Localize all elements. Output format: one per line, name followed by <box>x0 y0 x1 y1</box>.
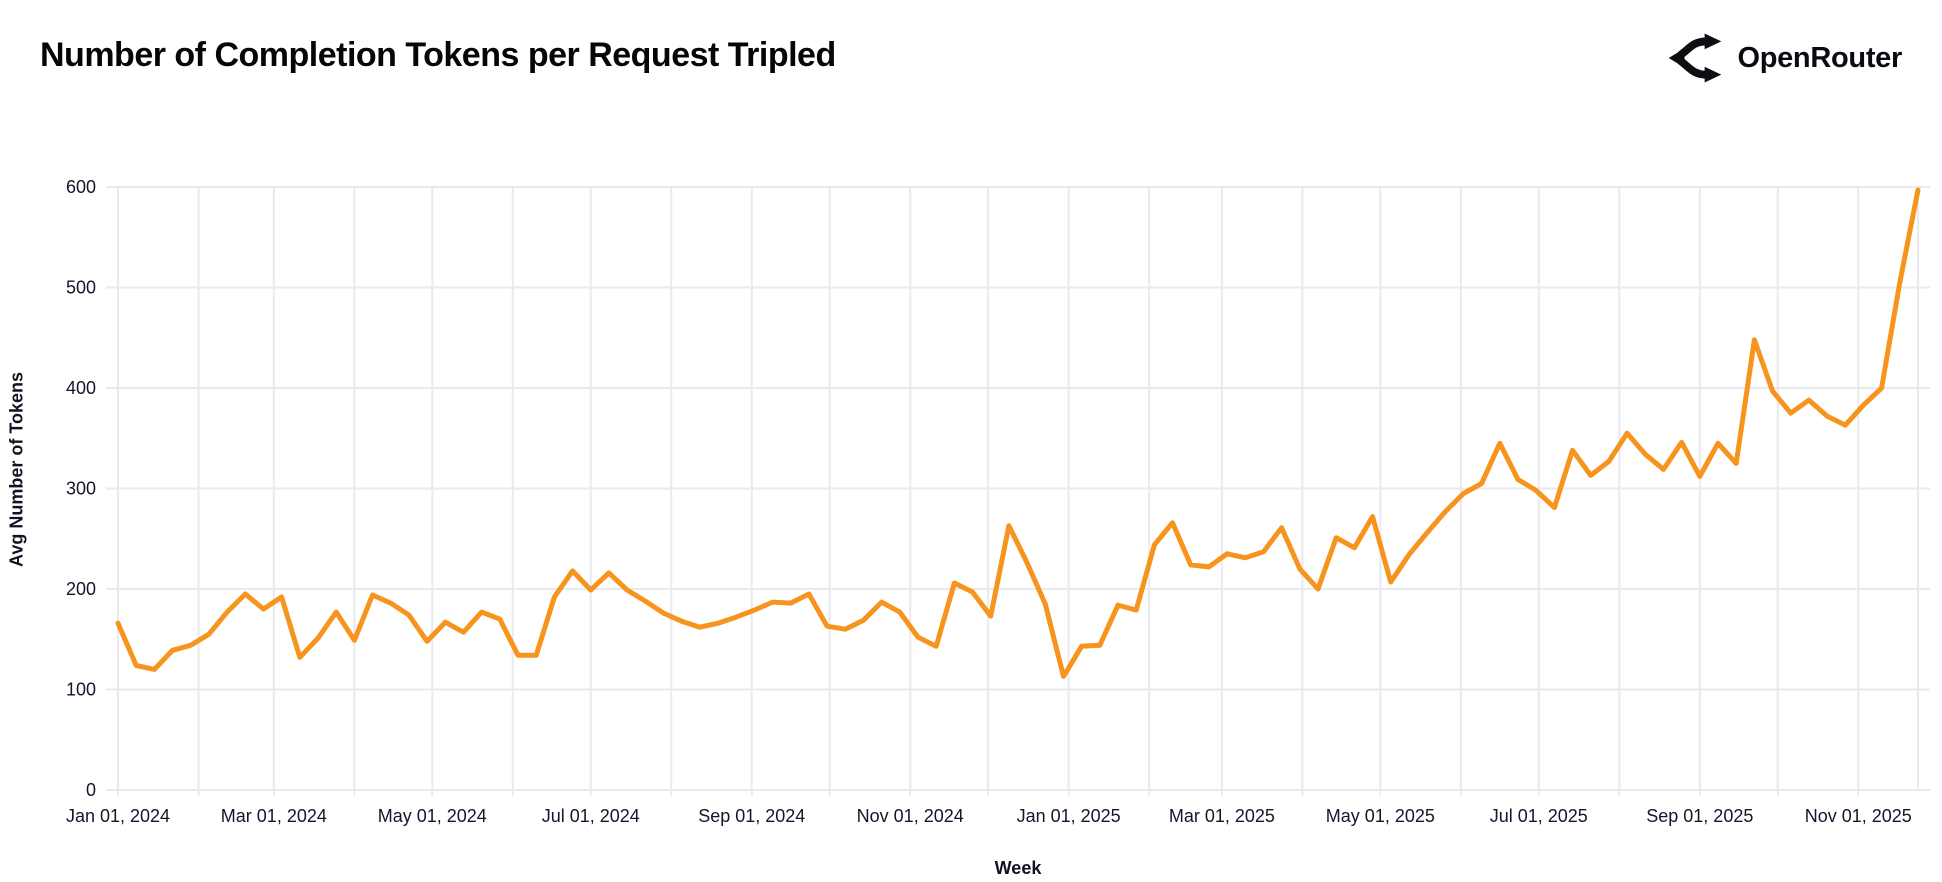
y-tick-label: 200 <box>66 579 96 599</box>
header: Number of Completion Tokens per Request … <box>0 0 1942 110</box>
x-tick-label: Nov 01, 2024 <box>857 806 964 826</box>
x-tick-label: Mar 01, 2024 <box>221 806 327 826</box>
brand-name: OpenRouter <box>1737 41 1902 74</box>
x-tick-label: Mar 01, 2025 <box>1169 806 1275 826</box>
x-tick-label: Sep 01, 2025 <box>1646 806 1753 826</box>
y-tick-label: 100 <box>66 680 96 700</box>
x-tick-label: May 01, 2024 <box>378 806 487 826</box>
data-line <box>115 187 1921 679</box>
page-title: Number of Completion Tokens per Request … <box>40 36 836 74</box>
x-tick-label: Jan 01, 2025 <box>1017 806 1121 826</box>
y-tick-label: 300 <box>66 479 96 499</box>
x-tick-label: Jan 01, 2024 <box>66 806 170 826</box>
x-axis-title: Week <box>994 858 1042 878</box>
y-tick-label: 500 <box>66 278 96 298</box>
openrouter-logo-icon <box>1669 33 1722 83</box>
x-tick-label: Nov 01, 2025 <box>1805 806 1912 826</box>
x-tick-label: Sep 01, 2024 <box>698 806 805 826</box>
x-tick-label: May 01, 2025 <box>1326 806 1435 826</box>
y-tick-label: 400 <box>66 378 96 398</box>
x-tick-label: Jul 01, 2025 <box>1490 806 1588 826</box>
brand: OpenRouter <box>1667 30 1902 86</box>
x-tick-label: Jul 01, 2024 <box>542 806 640 826</box>
y-axis-title: Avg Number of Tokens <box>6 371 27 568</box>
y-tick-label: 600 <box>66 177 96 197</box>
y-tick-label: 0 <box>86 780 96 800</box>
